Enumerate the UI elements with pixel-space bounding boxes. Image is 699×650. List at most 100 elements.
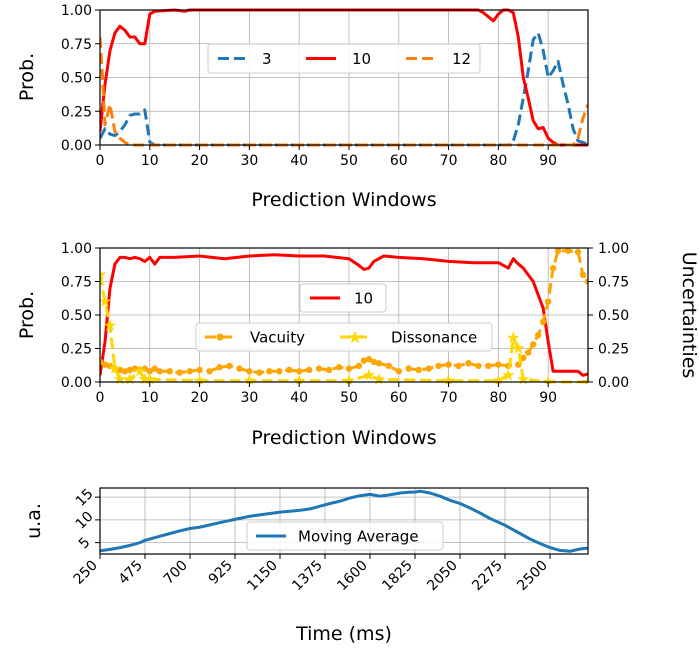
y-tick-label: 1.00 — [61, 241, 92, 257]
series-dissonance-point — [492, 374, 505, 384]
legend-label-vacuity: Vacuity — [250, 329, 305, 347]
y-tick-label: 0.50 — [61, 308, 92, 324]
series-vacuity-point — [246, 368, 253, 375]
series-vacuity-point — [485, 362, 492, 370]
panel-2-ticks: 0 10 20 30 40 50 60 70 80 90 0.00 0.25 0.50 0.75 1.00 0… — [61, 241, 629, 406]
x-tick-label: 20 — [191, 390, 209, 406]
x-tick-label: 475 — [116, 558, 146, 588]
series-vacuity-point — [101, 361, 109, 368]
series-vacuity-point — [276, 368, 283, 375]
legend-label-10: 10 — [352, 50, 371, 68]
panel-2-legend-top: 10 — [299, 283, 387, 313]
x-tick-label: 20 — [191, 153, 209, 169]
x-tick-label: 10 — [141, 390, 159, 406]
series-vacuity-point — [554, 247, 562, 254]
series-vacuity-point — [345, 365, 353, 372]
panel-2-series-clipped — [100, 247, 588, 384]
series-vacuity-point — [495, 361, 502, 368]
x-tick-label: 1825 — [379, 558, 416, 595]
x-tick-label: 80 — [489, 390, 507, 406]
series-dissonance-point — [123, 372, 137, 384]
legend-label-12: 12 — [452, 50, 471, 68]
panel-1-ticks: 0 10 20 30 40 50 60 70 80 90 0.00 0.25 0.50 0.75 1.00 — [61, 3, 557, 169]
x-tick-label: 80 — [489, 153, 507, 169]
series-vacuity-point — [435, 362, 442, 370]
y-tick-label: 0.00 — [61, 138, 92, 154]
series-vacuity-point — [539, 318, 547, 325]
series-dissonance-point — [442, 374, 455, 384]
series-vacuity-point — [520, 354, 527, 362]
series-vacuity-point — [385, 362, 393, 370]
panel-2-legend-top-box — [299, 283, 387, 313]
y-tick-label: 1.00 — [61, 3, 92, 19]
panel-2-legend-bottom: Vacuity Dissonance — [195, 322, 493, 352]
y-tick-label: 5 — [76, 535, 94, 553]
x-tick-label: 60 — [390, 153, 408, 169]
panel-3-series — [100, 489, 588, 553]
y2-tick-label: 0.25 — [598, 342, 629, 358]
series-dissonance-point — [100, 295, 112, 307]
series-vacuity-point — [564, 247, 572, 254]
series-moving-average-line — [100, 489, 588, 553]
y2-tick-label: 0.75 — [598, 275, 629, 291]
series-vacuity-point — [370, 358, 378, 366]
x-tick-label: 60 — [390, 390, 408, 406]
x-tick-label: 40 — [290, 153, 308, 169]
legend-label-moving-average: Moving Average — [298, 528, 419, 546]
series-vacuity-point — [335, 364, 343, 371]
series-vacuity-point — [465, 360, 472, 367]
series-dissonance-point — [143, 372, 156, 384]
panel-3: 250 475 700 925 1150 1375 1600 1825 2050 2275 2500… — [23, 486, 589, 645]
series-vacuity-point — [579, 271, 587, 278]
legend-label-3: 3 — [262, 50, 272, 68]
series-vacuity-point — [256, 369, 263, 376]
series-vacuity-point — [226, 362, 233, 370]
x-tick-label: 0 — [96, 390, 105, 406]
x-tick-label: 1600 — [334, 558, 371, 595]
series-dissonance-point — [342, 374, 356, 384]
panel-1-ylabel: Prob. — [16, 53, 38, 101]
y-tick-label: 0.25 — [61, 104, 92, 120]
series-vacuity-point — [365, 356, 373, 363]
x-tick-label: 2050 — [424, 558, 461, 595]
series-dissonance-point — [502, 368, 515, 381]
series-vacuity-point — [286, 366, 293, 374]
series-vacuity-point — [445, 361, 452, 368]
x-tick-label: 70 — [440, 153, 458, 169]
series-dissonance-point — [133, 364, 146, 377]
series-dissonance-point — [138, 372, 151, 384]
series-vacuity-point — [206, 368, 213, 375]
series-12-line — [100, 36, 588, 147]
x-tick-label: 2500 — [514, 558, 551, 595]
x-tick-label: 90 — [539, 153, 557, 169]
panel-1-xlabel: Prediction Windows — [251, 189, 436, 211]
panel-2-series — [100, 247, 588, 384]
series-vacuity-point — [584, 278, 588, 285]
panel-2-ylabel: Prob. — [16, 291, 38, 339]
y-tick-label: 0.75 — [61, 37, 92, 53]
series-dissonance-point — [108, 362, 122, 374]
x-tick-label: 10 — [141, 153, 159, 169]
series-vacuity-point — [186, 368, 193, 375]
y2-tick-label: 1.00 — [598, 241, 629, 257]
y-tick-label: 10 — [73, 509, 97, 533]
x-tick-label: 70 — [440, 390, 458, 406]
series-vacuity-point — [176, 369, 183, 376]
series-vacuity-point — [549, 264, 557, 272]
panel-1-legend-box — [207, 43, 481, 74]
series-vacuity-point — [425, 365, 432, 372]
series-vacuity-point — [126, 366, 134, 374]
panel-3-ylabel: u.a. — [23, 503, 45, 539]
panel-3-series-clipped — [100, 489, 588, 553]
series-dissonance-point — [243, 374, 256, 384]
panel-2: 0 10 20 30 40 50 60 70 80 90 0.00 0.25 0.50 0.75 1.00 0… — [16, 241, 699, 449]
legend-label-dissonance: Dissonance — [391, 329, 477, 347]
series-vacuity-point — [216, 364, 223, 371]
series-dissonance-point — [113, 372, 127, 384]
series-vacuity-point — [475, 362, 482, 370]
panel-1-legend: 3 10 12 — [207, 43, 481, 74]
series-vacuity-point — [305, 366, 313, 374]
x-tick-label: 50 — [340, 153, 358, 169]
panel-1-grid — [99, 9, 588, 146]
